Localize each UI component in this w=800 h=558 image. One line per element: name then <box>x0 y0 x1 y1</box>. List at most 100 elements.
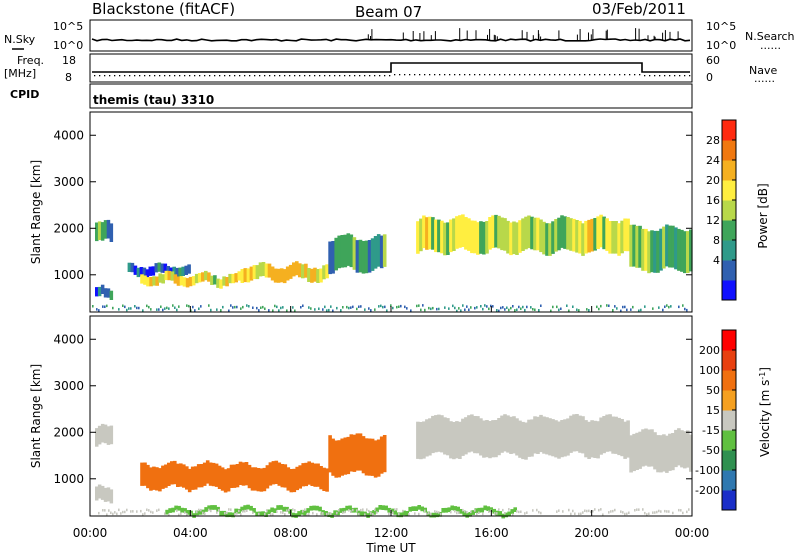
ground-scatter-cell <box>658 509 660 513</box>
nave-dot <box>524 74 526 76</box>
ground-scatter-cell <box>648 512 650 515</box>
ground-scatter-cell <box>646 513 648 516</box>
ground-scatter-cell <box>230 508 232 511</box>
heatmap-cell <box>473 416 477 454</box>
heatmap-cell <box>238 461 243 485</box>
heatmap-cell <box>152 466 156 490</box>
ground-scatter-cell <box>494 512 496 515</box>
freq-right-tick-bottom: 0 <box>706 71 713 84</box>
ground-scatter-cell <box>252 306 254 309</box>
ground-scatter-cell <box>510 306 512 310</box>
nave-dot <box>334 75 336 77</box>
colorbar-tick-label: 12 <box>706 214 720 227</box>
ground-scatter-cell <box>98 309 100 312</box>
ground-scatter-cell <box>202 511 204 515</box>
nave-dot <box>514 74 516 76</box>
colorbar-swatch <box>722 120 736 141</box>
heatmap-cell <box>309 505 313 511</box>
ground-scatter-cell <box>644 511 646 515</box>
heatmap-cell <box>587 421 591 459</box>
ground-scatter-cell <box>302 510 304 513</box>
ground-scatter-cell <box>336 511 338 515</box>
ground-scatter-cell <box>350 510 352 513</box>
velocity-colorbar-label-main: Velocity [m s <box>758 380 772 457</box>
heatmap-cell <box>310 462 314 486</box>
ground-scatter-cell <box>114 511 116 514</box>
heatmap-cell <box>614 221 618 254</box>
ground-scatter-cell <box>586 308 588 311</box>
ground-scatter-cell <box>232 306 234 309</box>
x-tick-label: 20:00 <box>574 526 609 540</box>
heatmap-cell <box>458 215 462 248</box>
heatmap-cell <box>298 465 302 489</box>
ground-scatter-cell <box>110 511 112 514</box>
colorbar-tick-label: 100 <box>699 364 720 377</box>
ground-scatter-cell <box>662 308 664 312</box>
heatmap-cell <box>446 418 450 456</box>
heatmap-cell <box>464 217 468 250</box>
heatmap-cell <box>419 422 423 460</box>
heatmap-cell <box>145 269 150 279</box>
heatmap-cell <box>274 460 279 484</box>
ground-scatter-cell <box>516 308 518 311</box>
heatmap-cell <box>471 510 475 515</box>
heatmap-cell <box>103 487 108 502</box>
heatmap-cell <box>455 216 459 249</box>
heatmap-cell <box>542 221 546 255</box>
ground-scatter-cell <box>508 508 510 511</box>
ground-scatter-cell <box>398 512 400 516</box>
ground-scatter-cell <box>512 513 514 516</box>
heatmap-cell <box>337 440 341 478</box>
velocity-heatmap <box>95 414 693 519</box>
heatmap-cell <box>575 414 579 452</box>
heatmap-cell <box>149 467 153 491</box>
heatmap-cell <box>680 430 684 468</box>
nave-dot <box>104 75 106 77</box>
ground-scatter-cell <box>422 304 424 307</box>
heatmap-cell <box>325 468 329 492</box>
ground-scatter-cell <box>246 304 248 307</box>
heatmap-cell <box>109 290 114 300</box>
heatmap-cell <box>563 419 567 457</box>
heatmap-cell <box>492 508 496 514</box>
heatmap-cell <box>333 510 337 515</box>
nave-dot <box>284 75 286 77</box>
nave-dot <box>609 74 611 76</box>
heatmap-cell <box>539 414 543 453</box>
heatmap-cell <box>488 421 492 459</box>
heatmap-cell <box>167 462 171 486</box>
ground-scatter-cell <box>638 508 640 511</box>
heatmap-cell <box>276 505 280 510</box>
nave-dot <box>244 75 246 77</box>
freq-left-tick-bottom: 8 <box>65 71 72 84</box>
nave-dot <box>599 74 601 76</box>
heatmap-cell <box>533 217 537 251</box>
heatmap-cell <box>370 438 375 476</box>
heatmap-cell <box>190 466 195 490</box>
heatmap-cell <box>554 219 558 252</box>
heatmap-cell <box>194 273 199 284</box>
nave-dot <box>384 75 386 77</box>
nave-dots: ...... <box>754 72 775 85</box>
ground-scatter-cell <box>506 306 508 309</box>
heatmap-cell <box>656 435 660 473</box>
nave-dot <box>289 75 291 77</box>
heatmap-cell <box>668 433 672 471</box>
heatmap-cell <box>161 274 165 284</box>
ground-scatter-cell <box>518 510 520 514</box>
colorbar-swatch <box>722 410 736 431</box>
ground-scatter-cell <box>358 512 360 516</box>
heatmap-cell <box>632 224 636 267</box>
ground-scatter-cell <box>418 512 420 516</box>
heatmap-cell <box>611 416 615 454</box>
nave-dot <box>604 74 606 76</box>
heatmap-cell <box>560 420 564 458</box>
ground-scatter-cell <box>320 512 322 515</box>
ground-scatter-cell <box>104 305 106 308</box>
colorbar-tick-label: -200 <box>695 484 720 497</box>
ground-scatter-cell <box>666 510 668 513</box>
heatmap-cell <box>617 417 621 456</box>
nave-dot <box>279 75 281 77</box>
ground-scatter-cell <box>338 509 340 512</box>
heatmap-cell <box>157 262 162 272</box>
